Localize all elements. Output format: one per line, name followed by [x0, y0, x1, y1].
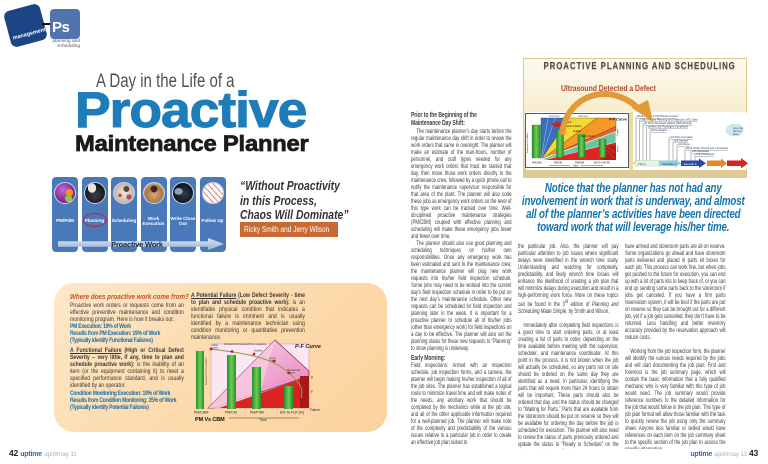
svg-text:Proactive: Proactive: [549, 114, 560, 118]
svg-text:Failure: Failure: [310, 408, 320, 412]
svg-text:Daily Review Planning and Insp: Daily Review Planning and Inspection (P1…: [641, 118, 699, 122]
svg-text:Job Completed: Job Completed: [696, 152, 715, 156]
svg-text:Plan It: Plan It: [638, 162, 646, 166]
svg-text:Work Orders & PM Routes Issued: Work Orders & PM Routes Issued: [637, 114, 678, 118]
svg-text:P: P: [311, 376, 314, 380]
svg-text:PM/CM: PM/CM: [554, 162, 562, 165]
svg-text:How Get: How Get: [733, 126, 743, 130]
svg-text:sonic: sonic: [212, 346, 219, 350]
svg-text:Time: Time: [573, 165, 579, 168]
svg-text:All Parts Received (Status WM): All Parts Received (Status WM) (Ready): [644, 121, 692, 125]
svg-text:Equipment Condition: Equipment Condition: [526, 132, 529, 153]
svg-text:Mechanical: Mechanical: [287, 368, 301, 372]
svg-text:Time: Time: [259, 418, 267, 422]
svg-text:Ultra-: Ultra-: [212, 343, 218, 347]
svg-text:Detect a Defect: Detect a Defect: [565, 125, 582, 128]
svg-text:Failing: Failing: [616, 129, 618, 136]
svg-text:PM/CBM: PM/CBM: [194, 411, 208, 415]
svg-text:Work to: Work to: [733, 129, 742, 133]
svg-text:F: F: [311, 390, 313, 394]
svg-text:EM To FLR (R): EM To FLR (R): [594, 162, 610, 165]
svg-text:PM/PdM: PM/PdM: [575, 162, 584, 165]
svg-text:Parts Staged: Parts Staged: [651, 128, 667, 132]
svg-text:P-F Curve: P-F Curve: [609, 118, 627, 122]
svg-text:PM/CBM: PM/CBM: [532, 162, 542, 165]
svg-text:Audible: Audible: [573, 130, 582, 133]
svg-text:Flow: Flow: [733, 132, 739, 136]
svg-text:Verified Job Packages Complete: Verified Job Packages Completed: [648, 125, 689, 129]
svg-text:Hot to Touch: Hot to Touch: [581, 135, 595, 138]
svg-text:Hot to: Hot to: [269, 356, 276, 360]
svg-text:Job Reviewed: Job Reviewed: [692, 149, 709, 153]
svg-text:Job Started: Job Started: [674, 139, 688, 143]
svg-text:Failure: Failure: [287, 371, 295, 375]
svg-text:Audible: Audible: [254, 349, 263, 353]
svg-text:Planned: Planned: [578, 114, 588, 118]
svg-text:P-F Curve: P-F Curve: [295, 344, 321, 350]
svg-text:EM To FLR (R): EM To FLR (R): [280, 411, 304, 415]
svg-text:Vibration/Oil Analysis/Thermog: Vibration/Oil Analysis/Thermography: [224, 342, 267, 346]
svg-text:PM/PdM: PM/PdM: [250, 411, 264, 415]
svg-text:Work Order Closed and Complete: Work Order Closed and Completed: [686, 146, 728, 150]
svg-text:Equipment Condition: Equipment Condition: [204, 357, 208, 385]
svg-text:Job Done: Job Done: [678, 142, 690, 146]
svg-text:Execute It: Execute It: [684, 162, 697, 166]
svg-text:Job Plan Complete: Job Plan Complete: [670, 135, 693, 139]
svg-text:Schedule It: Schedule It: [662, 162, 676, 166]
svg-text:PM/CM: PM/CM: [225, 411, 237, 415]
svg-text:Failed: Failed: [616, 146, 618, 153]
